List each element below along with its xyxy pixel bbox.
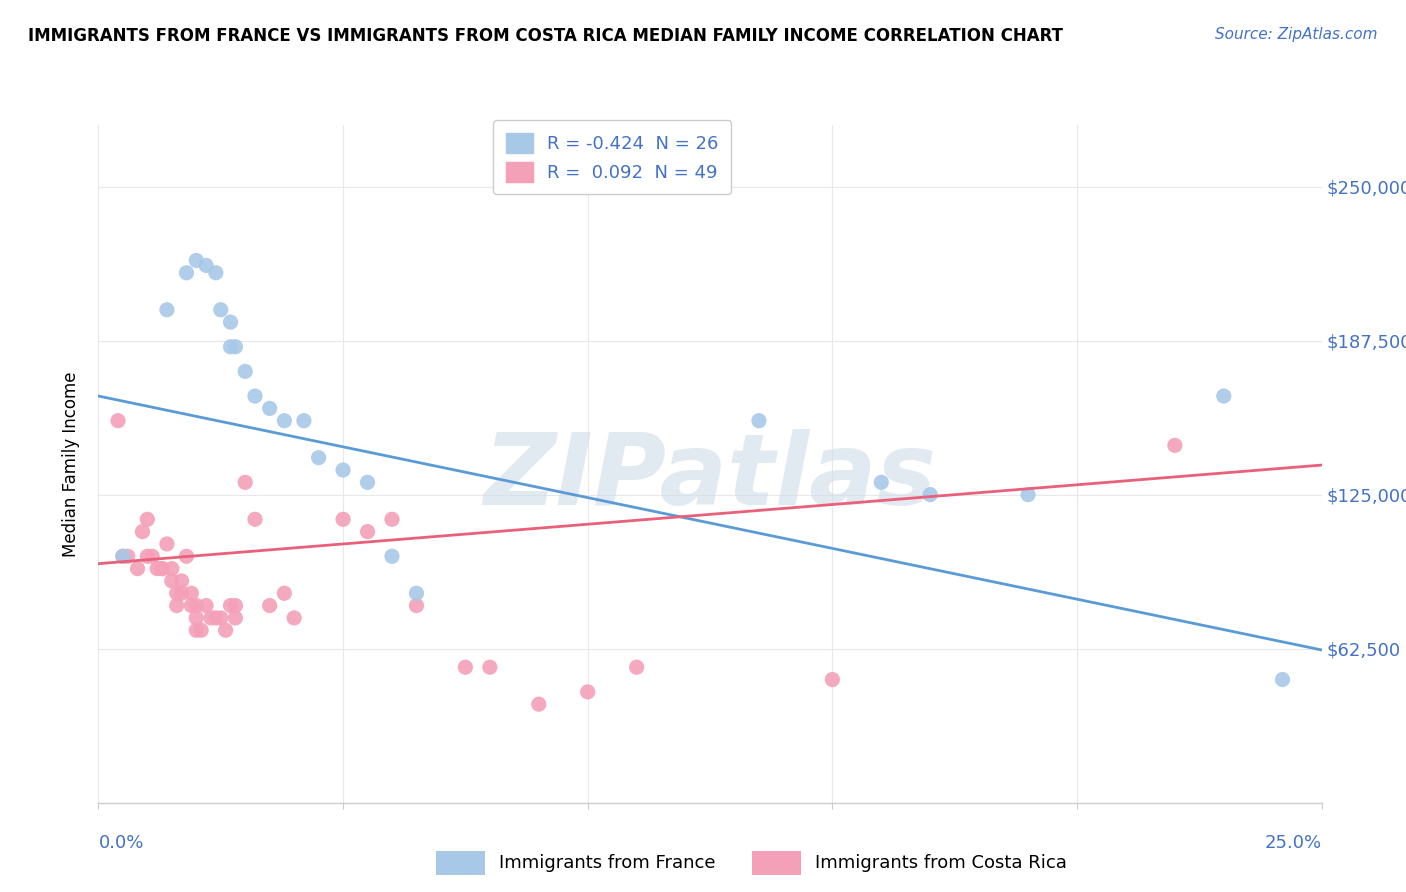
Point <box>214 624 236 638</box>
Point <box>150 561 173 575</box>
Point <box>292 414 315 428</box>
Point <box>205 266 228 280</box>
Point <box>195 259 218 273</box>
Point <box>405 586 427 600</box>
Point <box>273 586 295 600</box>
Point <box>233 364 256 378</box>
Point <box>131 524 153 539</box>
Point <box>186 253 208 268</box>
Point <box>920 488 942 502</box>
Text: 0.0%: 0.0% <box>98 834 143 852</box>
Point <box>166 586 188 600</box>
Point <box>166 599 188 613</box>
Point <box>259 599 281 613</box>
Point <box>308 450 330 465</box>
Point <box>1271 673 1294 687</box>
Point <box>160 561 183 575</box>
Point <box>160 574 183 588</box>
Point <box>117 549 139 564</box>
Point <box>243 389 266 403</box>
Point <box>626 660 648 674</box>
Point <box>224 340 246 354</box>
Point <box>381 549 404 564</box>
Point <box>180 599 202 613</box>
Point <box>180 586 202 600</box>
Point <box>356 524 378 539</box>
Point <box>527 697 550 711</box>
Point <box>283 611 305 625</box>
Text: ZIPatlas: ZIPatlas <box>484 429 936 526</box>
Point <box>219 340 242 354</box>
Point <box>209 611 232 625</box>
Point <box>195 599 218 613</box>
Point <box>332 512 354 526</box>
Point <box>170 586 193 600</box>
Point <box>273 414 295 428</box>
Point <box>136 512 159 526</box>
Text: Source: ZipAtlas.com: Source: ZipAtlas.com <box>1215 27 1378 42</box>
Point <box>1017 488 1039 502</box>
Point <box>233 475 256 490</box>
Text: IMMIGRANTS FROM FRANCE VS IMMIGRANTS FROM COSTA RICA MEDIAN FAMILY INCOME CORREL: IMMIGRANTS FROM FRANCE VS IMMIGRANTS FRO… <box>28 27 1063 45</box>
FancyBboxPatch shape <box>436 851 485 875</box>
Point <box>405 599 427 613</box>
Point <box>146 561 169 575</box>
Point <box>176 266 198 280</box>
Point <box>186 611 208 625</box>
Point <box>454 660 477 674</box>
Point <box>219 315 242 329</box>
Text: Immigrants from Costa Rica: Immigrants from Costa Rica <box>815 854 1067 872</box>
Point <box>150 561 173 575</box>
Point <box>111 549 134 564</box>
Point <box>224 599 246 613</box>
Point <box>1212 389 1234 403</box>
Point <box>576 685 599 699</box>
Text: 25.0%: 25.0% <box>1264 834 1322 852</box>
Point <box>107 414 129 428</box>
Point <box>381 512 404 526</box>
Point <box>136 549 159 564</box>
Point <box>190 624 212 638</box>
Point <box>224 611 246 625</box>
Point <box>243 512 266 526</box>
FancyBboxPatch shape <box>752 851 801 875</box>
Point <box>219 599 242 613</box>
Point <box>259 401 281 416</box>
Text: Immigrants from France: Immigrants from France <box>499 854 716 872</box>
Point <box>186 599 208 613</box>
Point <box>200 611 222 625</box>
Point <box>748 414 770 428</box>
Point <box>186 624 208 638</box>
Point <box>176 549 198 564</box>
Point <box>821 673 844 687</box>
Point <box>141 549 163 564</box>
Legend: R = -0.424  N = 26, R =  0.092  N = 49: R = -0.424 N = 26, R = 0.092 N = 49 <box>494 120 731 194</box>
Point <box>111 549 134 564</box>
Point <box>205 611 228 625</box>
Y-axis label: Median Family Income: Median Family Income <box>62 371 80 557</box>
Point <box>156 302 179 317</box>
Point <box>332 463 354 477</box>
Point <box>1164 438 1187 452</box>
Point <box>127 561 149 575</box>
Point <box>170 574 193 588</box>
Point <box>156 537 179 551</box>
Point <box>356 475 378 490</box>
Point <box>870 475 893 490</box>
Point <box>478 660 501 674</box>
Point <box>209 302 232 317</box>
